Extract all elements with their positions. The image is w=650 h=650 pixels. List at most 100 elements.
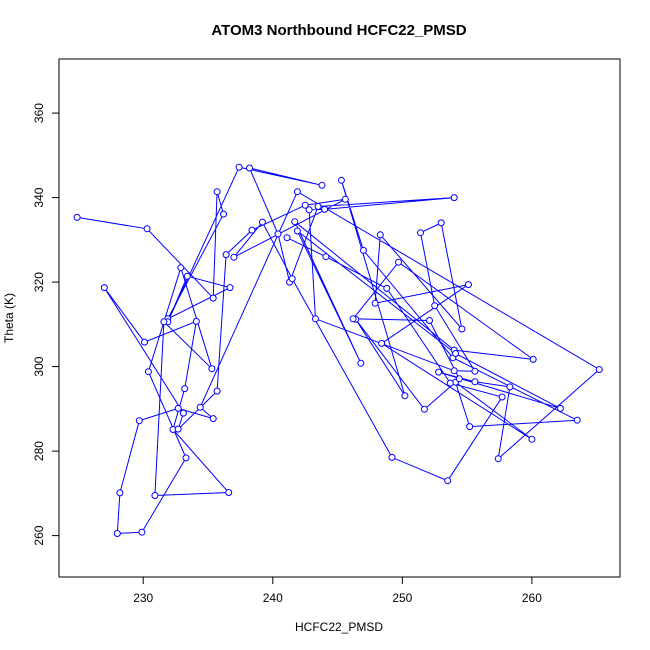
data-point: [73, 213, 81, 221]
data-point: [116, 489, 124, 497]
data-point: [494, 455, 502, 463]
x-tick-label: 230: [133, 591, 153, 605]
data-point: [113, 530, 121, 537]
data-point: [274, 230, 282, 238]
data-point: [246, 164, 253, 172]
series-layer: [73, 163, 603, 537]
data-point: [360, 246, 367, 254]
data-point: [426, 317, 433, 324]
data-point: [213, 188, 221, 196]
data-point: [417, 229, 424, 237]
data-point: [288, 275, 296, 283]
data-point: [321, 205, 329, 213]
data-point: [213, 387, 221, 395]
chart-title: ATOM3 Northbound HCFC22_PMSD: [211, 22, 466, 39]
data-point: [322, 253, 330, 261]
data-point: [431, 302, 439, 310]
data-point: [183, 272, 191, 280]
data-point: [341, 195, 349, 203]
data-point: [181, 385, 189, 393]
data-point: [450, 367, 458, 375]
data-point: [293, 188, 301, 196]
data-point: [371, 299, 379, 307]
data-point: [595, 366, 603, 373]
data-point: [506, 383, 514, 391]
data-point: [458, 325, 466, 333]
data-point: [100, 284, 108, 292]
y-tick-label: 280: [32, 441, 46, 461]
data-point: [420, 405, 428, 413]
data-point: [283, 234, 291, 242]
y-tick-label: 320: [32, 272, 46, 292]
data-point: [376, 231, 384, 239]
data-point: [388, 453, 396, 461]
data-point: [471, 367, 479, 375]
data-point: [455, 375, 463, 383]
data-point: [464, 281, 472, 289]
x-axis: 230 240 250 260: [133, 576, 542, 605]
y-axis-label: Theta (K): [2, 293, 16, 343]
x-axis-label: HCFC22_PMSD: [295, 620, 383, 634]
data-point: [151, 492, 159, 499]
data-point: [357, 359, 365, 367]
data-point: [293, 227, 301, 235]
data-point: [209, 294, 217, 302]
data-point: [138, 528, 146, 536]
data-point: [209, 415, 217, 423]
data-point: [222, 251, 230, 259]
data-point: [318, 181, 326, 189]
data-point: [160, 318, 168, 326]
y-tick-label: 260: [32, 525, 46, 545]
data-point: [248, 226, 256, 234]
data-point: [192, 317, 200, 325]
data-point: [177, 264, 185, 272]
data-point: [174, 404, 182, 412]
data-point: [383, 284, 391, 292]
x-tick-label: 250: [392, 591, 412, 605]
data-point: [466, 423, 474, 431]
data-point: [196, 403, 204, 411]
y-tick-label: 340: [32, 187, 46, 207]
x-tick-label: 260: [522, 591, 542, 605]
data-point: [450, 194, 458, 202]
data-point: [395, 258, 402, 266]
data-point: [349, 315, 357, 323]
data-point: [528, 435, 536, 443]
data-point: [573, 416, 581, 424]
data-point: [314, 203, 322, 210]
data-point: [556, 404, 564, 412]
y-tick-label: 300: [32, 356, 46, 376]
data-point: [437, 219, 445, 227]
data-point: [452, 350, 459, 357]
data-point: [301, 201, 309, 209]
data-point: [208, 365, 216, 373]
data-point: [498, 393, 506, 401]
data-point: [435, 368, 443, 376]
data-point: [529, 355, 537, 363]
data-point: [144, 368, 152, 376]
data-point: [179, 409, 187, 417]
data-point: [225, 489, 233, 496]
x-tick-label: 240: [263, 591, 283, 605]
data-point: [258, 218, 266, 226]
data-point: [378, 339, 386, 347]
data-point: [135, 417, 143, 425]
data-point: [226, 284, 234, 292]
data-point: [471, 378, 479, 386]
data-point: [182, 454, 190, 462]
data-point: [446, 379, 454, 387]
data-point: [337, 176, 345, 184]
data-point: [235, 163, 243, 171]
y-tick-label: 360: [32, 103, 46, 123]
data-point: [174, 425, 182, 433]
data-point: [230, 253, 238, 261]
data-point: [312, 315, 319, 323]
data-point: [444, 477, 452, 485]
y-axis: 260 280 300 320 340 360: [32, 103, 60, 546]
data-point: [401, 392, 409, 400]
data-point: [291, 218, 299, 226]
data-point: [305, 206, 313, 214]
data-point: [143, 225, 151, 233]
